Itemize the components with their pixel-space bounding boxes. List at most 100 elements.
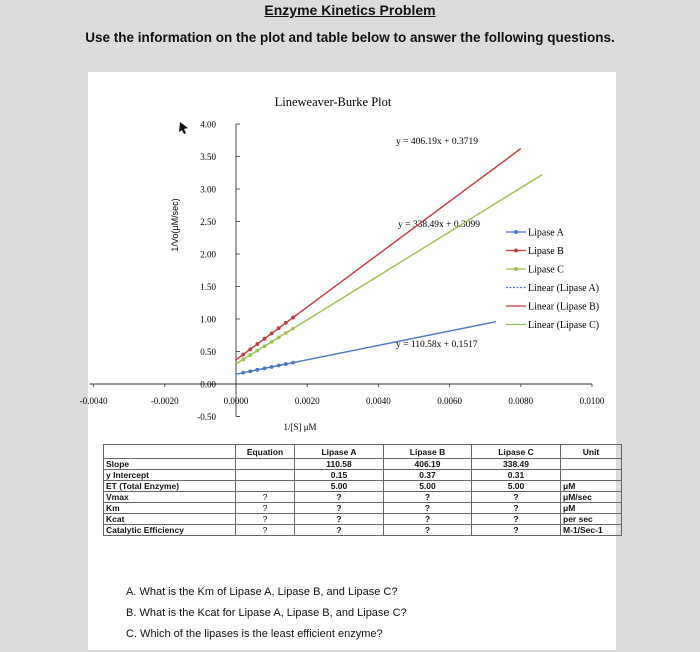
row-label: Kcat — [103, 513, 236, 525]
data-point — [276, 326, 281, 331]
table-cell: ? — [235, 513, 295, 525]
data-point — [269, 331, 274, 336]
data-point — [276, 335, 281, 340]
table-cell: ? — [294, 524, 384, 536]
data-point — [291, 326, 295, 331]
legend-marker — [514, 267, 518, 271]
data-point — [283, 331, 288, 335]
x-tick-label: -0.0040 — [80, 396, 108, 406]
table-cell: M-1/Sec-1 — [560, 524, 622, 536]
table-row: ET (Total Enzyme) 5.00 5.00 5.00 μM — [103, 480, 622, 492]
table-cell: ? — [235, 502, 295, 514]
legend-label: Linear (Lipase A) — [528, 283, 599, 294]
table-cell — [235, 469, 295, 481]
row-label: Slope — [103, 458, 236, 470]
table-row: Kcat???? per sec — [103, 513, 622, 525]
table-header-cell: Equation — [235, 444, 295, 459]
row-label: Vmax — [103, 491, 236, 503]
table-cell: ? — [471, 491, 561, 503]
chart-axes — [89, 124, 592, 417]
question-c: C. Which of the lipases is the least eff… — [126, 628, 383, 640]
y-tick-label: 4.00 — [200, 120, 216, 130]
table-cell: 5.00 — [383, 480, 472, 492]
x-tick-label: 0.0060 — [437, 396, 462, 406]
table-row: Vmax???? μM/sec — [103, 491, 622, 503]
table-cell: 5.00 — [471, 480, 561, 492]
data-point — [262, 366, 267, 371]
problem-panel — [88, 72, 616, 650]
table-header-cell — [103, 444, 236, 459]
y-tick-labels: 4.00 3.50 3.00 2.50 2.00 1.50 1.00 0.50 0.00 -0.5… — [197, 120, 240, 422]
table-cell: ? — [294, 502, 384, 514]
table-cell: 338.49 — [471, 458, 561, 470]
x-tick-label: -0.0020 — [151, 396, 179, 406]
table-cell: ? — [471, 502, 561, 514]
table-row: Catalytic Efficiency???? M-1/Sec-1 — [103, 524, 622, 536]
table-cell — [560, 469, 622, 481]
table-row: Slope 110.58 406.19 338.49 — [103, 458, 622, 470]
legend-label: Linear (Lipase B) — [528, 302, 599, 313]
table-cell: per sec — [560, 513, 622, 525]
table-cell: ? — [235, 524, 295, 536]
table-cell — [235, 480, 295, 492]
trendlines — [235, 148, 543, 375]
table-cell: 0.15 — [294, 469, 384, 481]
x-tick-labels: -0.0040 -0.0020 0.0000 0.0020 0.0040 0.0060 0.… — [80, 384, 605, 406]
table-row: Km???? μM — [103, 502, 622, 514]
x-tick-label: 0.0000 — [224, 396, 249, 406]
legend-label: Lipase A — [528, 228, 565, 239]
table-cell: ? — [294, 491, 384, 503]
data-point — [255, 348, 260, 353]
x-axis-label: 1/[S] μM — [283, 422, 316, 432]
table-cell — [560, 458, 622, 470]
data-point — [255, 367, 260, 372]
chart-legend: Lipase A Lipase B Lipase C Linear (Lipase A… — [506, 228, 599, 331]
table-cell: ? — [383, 491, 472, 503]
y-tick-label: 2.00 — [200, 250, 216, 260]
x-tick-label: 0.0020 — [295, 396, 320, 406]
table-header-cell: Lipase A — [294, 444, 384, 459]
data-point — [269, 365, 274, 369]
equation-label-b: y = 406.19x + 0.3719 — [396, 137, 478, 147]
x-tick-label: 0.0040 — [366, 396, 391, 406]
y-tick-label: 3.50 — [200, 152, 216, 162]
equation-label-a: y = 110.58x + 0.1517 — [396, 340, 478, 350]
y-tick-label: -0.50 — [197, 412, 216, 422]
table-cell: ? — [471, 524, 561, 536]
table-cell: ? — [471, 513, 561, 525]
y-axis-label: 1/Vo(μM/sec) — [170, 198, 180, 251]
table-header-cell: Lipase B — [383, 444, 472, 459]
table-cell: ? — [294, 513, 384, 525]
y-tick-label: 1.50 — [200, 282, 216, 292]
legend-label: Linear (Lipase C) — [528, 320, 599, 331]
x-tick-label: 0.0080 — [508, 396, 533, 406]
table-cell — [235, 458, 295, 470]
table-cell: 0.37 — [383, 469, 472, 481]
data-point — [248, 347, 253, 352]
data-point — [276, 363, 281, 368]
table-cell: ? — [383, 513, 472, 525]
table-cell: μM — [560, 480, 622, 492]
cursor-arrow-icon — [179, 122, 188, 134]
data-points — [241, 315, 295, 375]
row-label: Catalytic Efficiency — [103, 524, 236, 536]
table-cell: μM/sec — [560, 491, 622, 503]
page-subtitle: Use the information on the plot and tabl… — [85, 30, 615, 45]
y-tick-label: 2.50 — [200, 217, 216, 227]
y-tick-label: 0.50 — [200, 347, 216, 357]
data-point — [262, 336, 267, 341]
data-point — [269, 339, 274, 344]
data-point — [283, 320, 288, 325]
chart-title: Lineweaver-Burke Plot — [275, 95, 392, 109]
data-point — [255, 342, 260, 346]
x-tick-label: 0.0100 — [580, 396, 605, 406]
table-cell: ? — [383, 524, 472, 536]
data-point — [248, 369, 253, 374]
table-cell: 406.19 — [383, 458, 472, 470]
equation-label-c: y = 338.49x + 0.3099 — [398, 220, 480, 230]
table-cell: 5.00 — [294, 480, 384, 492]
data-point — [283, 362, 288, 366]
table-cell: 110.58 — [294, 458, 384, 470]
table-cell: ? — [383, 502, 472, 514]
